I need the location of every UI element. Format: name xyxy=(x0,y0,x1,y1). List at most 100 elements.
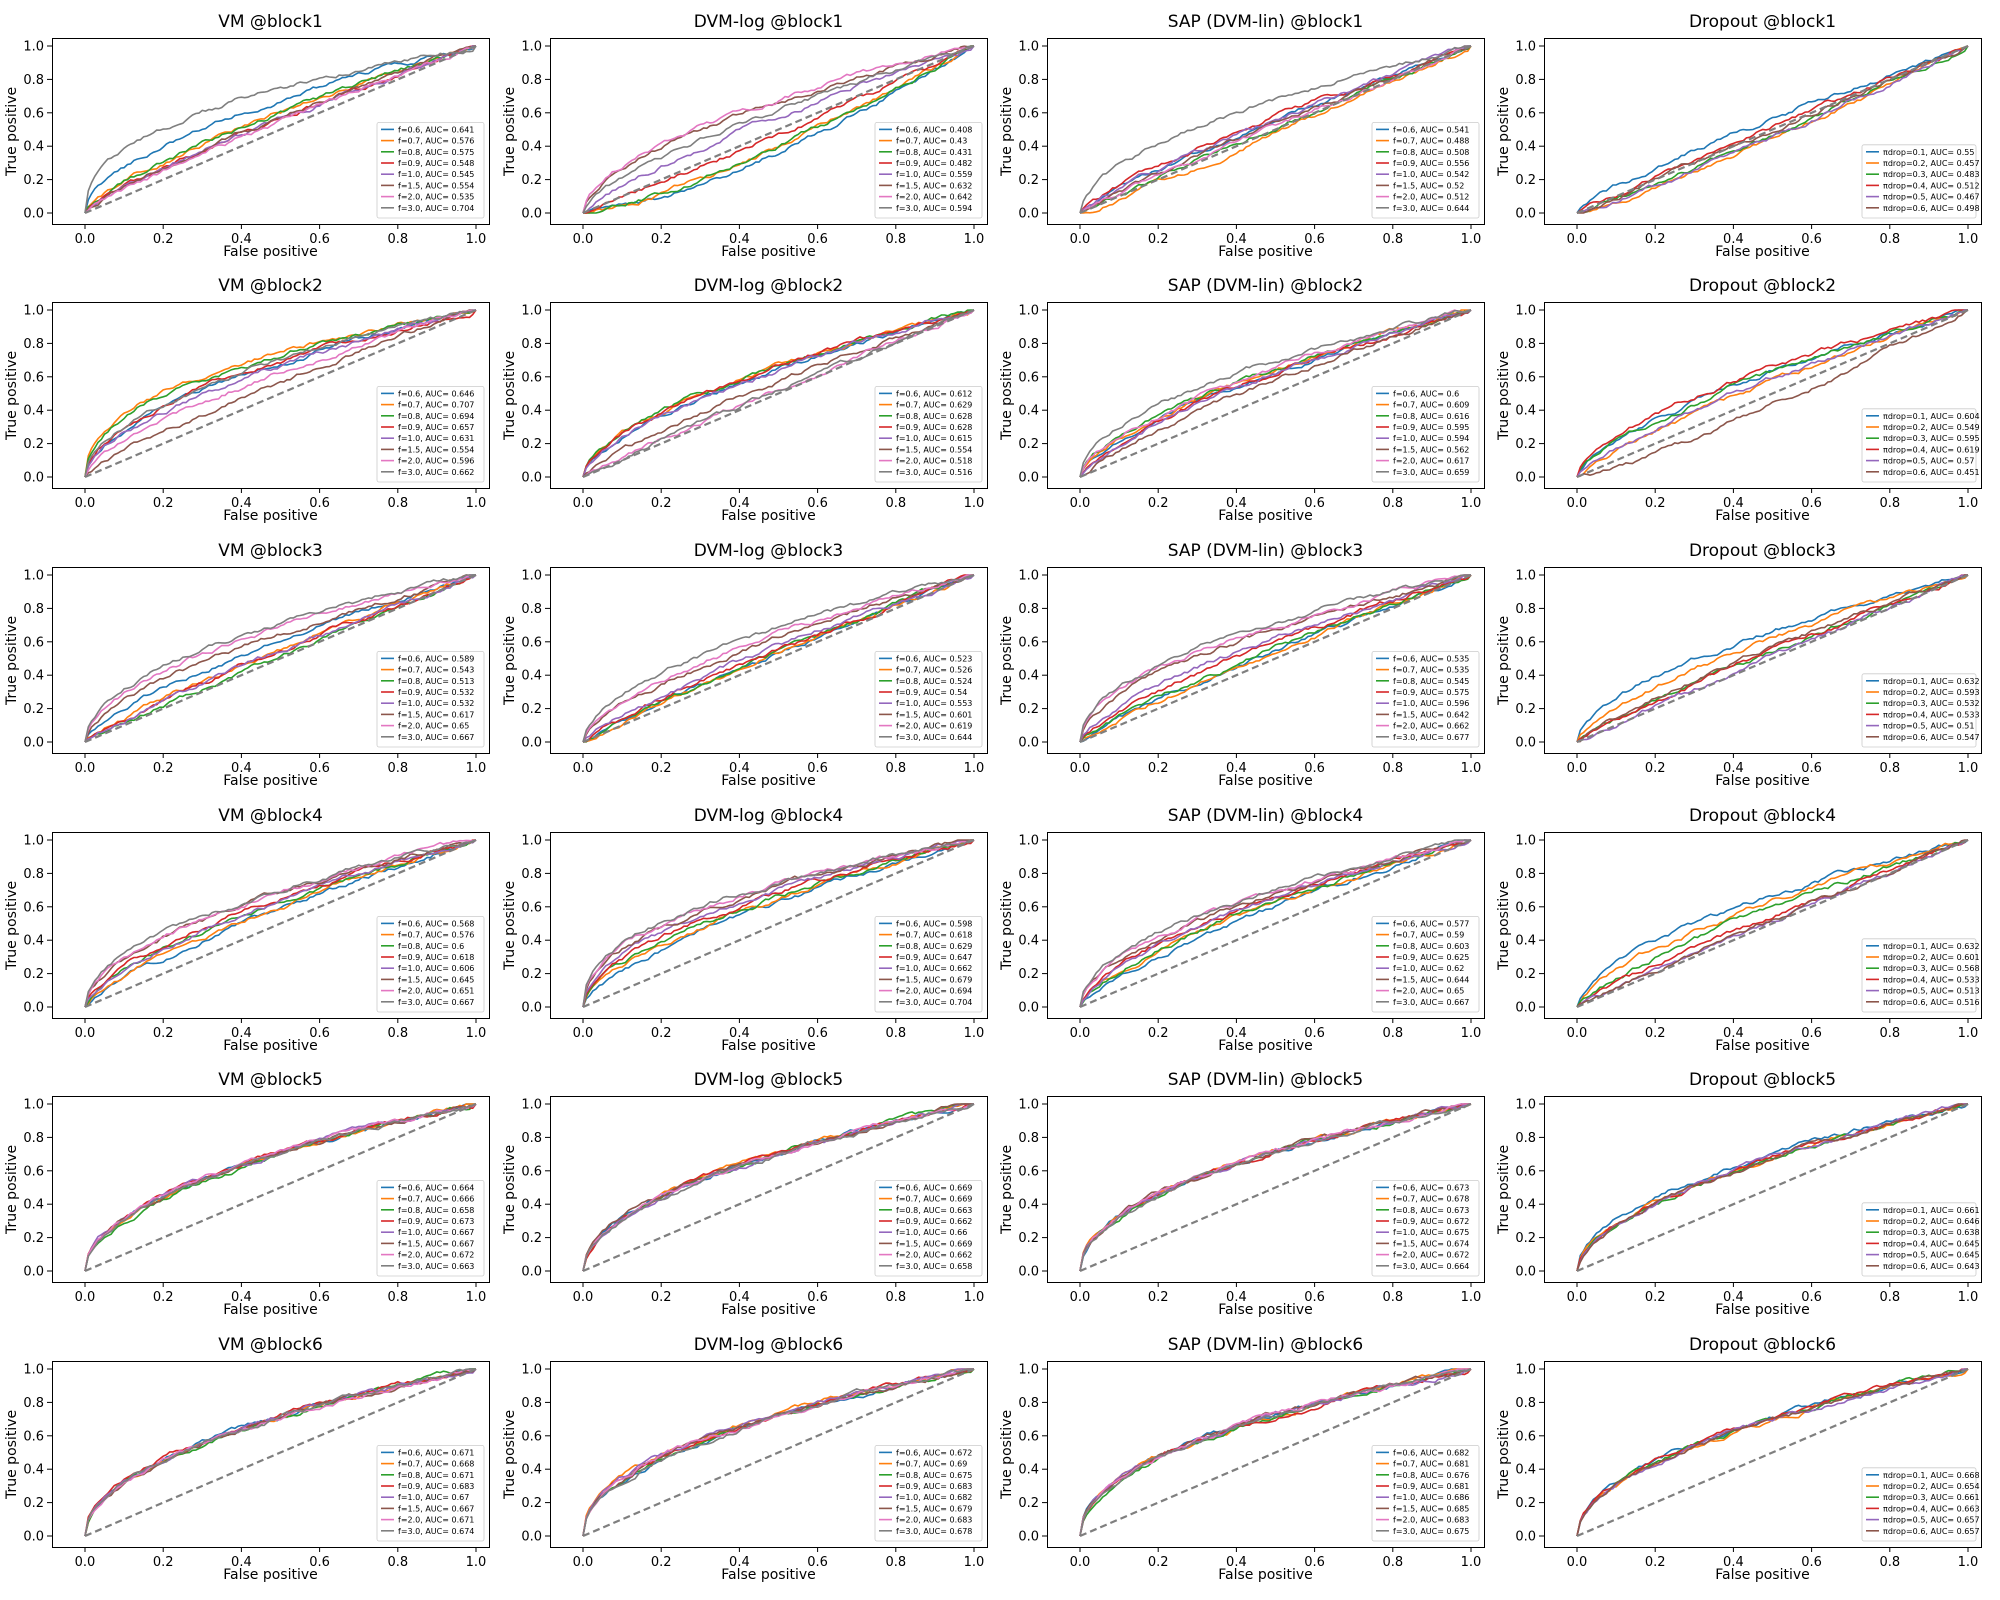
legend-label: f=0.6, AUC= 0.671 xyxy=(398,1448,474,1457)
axes-frame xyxy=(52,567,490,754)
legend-label: f=0.8, AUC= 0.658 xyxy=(398,1206,474,1215)
roc-curve xyxy=(1079,1103,1471,1272)
legend-box xyxy=(874,916,983,1013)
x-tick-label: 0.0 xyxy=(573,496,594,511)
y-tick-label: 0.2 xyxy=(23,1231,44,1246)
y-tick-label: 1.0 xyxy=(23,304,44,319)
roc-curve xyxy=(1079,45,1472,214)
x-tick-label: 0.4 xyxy=(231,1555,252,1570)
legend-label: f=2.0, AUC= 0.642 xyxy=(896,193,972,202)
y-tick-label: 1.0 xyxy=(521,834,542,849)
x-tick-label: 0.6 xyxy=(1801,1555,1822,1570)
legend-label: πdrop=0.4, AUC= 0.512 xyxy=(1883,181,1980,190)
x-tick-label: 1.0 xyxy=(1461,1290,1482,1305)
axes-frame xyxy=(550,38,988,225)
x-axis-label: False positive xyxy=(721,773,816,789)
x-tick-label: 0.2 xyxy=(153,761,174,776)
x-tick-label: 0.4 xyxy=(729,1555,750,1570)
roc-curve xyxy=(84,309,477,478)
x-tick-label: 1.0 xyxy=(466,496,487,511)
y-tick-label: 1.0 xyxy=(1018,1363,1039,1378)
roc-curve xyxy=(1079,309,1472,478)
panel-title: VM @block1 xyxy=(218,12,323,32)
y-tick-label: 0.8 xyxy=(521,602,542,617)
legend-label: f=1.5, AUC= 0.642 xyxy=(1393,710,1469,719)
y-tick-label: 0.2 xyxy=(521,173,542,188)
legend-label: f=1.0, AUC= 0.667 xyxy=(398,1228,474,1237)
x-tick-label: 0.6 xyxy=(807,1290,828,1305)
legend-label: f=2.0, AUC= 0.672 xyxy=(398,1251,474,1260)
x-tick-label: 1.0 xyxy=(964,1555,985,1570)
x-tick-label: 0.4 xyxy=(231,496,252,511)
legend-label: f=0.6, AUC= 0.669 xyxy=(896,1183,972,1192)
y-axis-label: True positive xyxy=(1496,1144,1512,1234)
x-tick-label: 0.6 xyxy=(1801,232,1822,247)
legend-label: f=1.0, AUC= 0.67 xyxy=(398,1493,469,1502)
legend-label: f=3.0, AUC= 0.674 xyxy=(398,1527,474,1536)
x-tick-label: 0.8 xyxy=(387,496,408,511)
y-tick-label: 0.2 xyxy=(521,1231,542,1246)
y-tick-label: 1.0 xyxy=(521,1363,542,1378)
y-tick-label: 0.6 xyxy=(521,635,542,650)
y-axis-label: True positive xyxy=(4,1144,20,1234)
panel-title: SAP (DVM-lin) @block4 xyxy=(1167,806,1364,826)
legend-label: f=0.8, AUC= 0.628 xyxy=(896,412,972,421)
axes-frame xyxy=(1544,38,1982,225)
x-tick-label: 1.0 xyxy=(1958,496,1979,511)
legend-label: f=1.5, AUC= 0.554 xyxy=(896,445,972,454)
y-tick-label: 0.0 xyxy=(521,1001,542,1016)
y-tick-label: 0.8 xyxy=(1018,1396,1039,1411)
panel-title: VM @block4 xyxy=(218,806,323,826)
y-tick-label: 0.8 xyxy=(23,602,44,617)
roc-curve xyxy=(84,45,477,214)
legend-label: f=0.7, AUC= 0.609 xyxy=(1393,401,1469,410)
legend-label: f=0.7, AUC= 0.681 xyxy=(1393,1460,1469,1469)
legend-label: f=0.8, AUC= 0.676 xyxy=(1393,1471,1469,1480)
legend-label: f=1.5, AUC= 0.562 xyxy=(1393,445,1469,454)
roc-curve xyxy=(582,309,975,478)
y-tick-label: 0.4 xyxy=(521,1463,542,1478)
x-tick-label: 0.6 xyxy=(1304,1290,1325,1305)
legend: f=0.6, AUC= 0.598 f=0.7, AUC= 0.618 f=0.8,… xyxy=(874,916,983,1013)
legend-label: f=0.6, AUC= 0.664 xyxy=(398,1183,474,1192)
x-tick-label: 0.4 xyxy=(1226,496,1247,511)
panel-title: VM @block6 xyxy=(218,1335,323,1355)
legend-label: f=1.5, AUC= 0.632 xyxy=(896,181,972,190)
legend-label: πdrop=0.4, AUC= 0.645 xyxy=(1883,1239,1980,1248)
legend-label: f=0.9, AUC= 0.672 xyxy=(1393,1217,1469,1226)
y-tick-label: 0.6 xyxy=(1018,900,1039,915)
legend: f=0.6, AUC= 0.523 f=0.7, AUC= 0.526 f=0.8,… xyxy=(874,651,983,748)
x-tick-label: 0.6 xyxy=(1304,232,1325,247)
legend-label: f=1.5, AUC= 0.679 xyxy=(896,975,972,984)
y-tick-label: 0.8 xyxy=(23,73,44,88)
y-axis-label: True positive xyxy=(4,86,20,176)
legend-label: πdrop=0.4, AUC= 0.663 xyxy=(1883,1504,1980,1513)
legend-label: f=2.0, AUC= 0.662 xyxy=(1393,722,1469,731)
x-tick-label: 0.6 xyxy=(309,496,330,511)
x-tick-label: 0.6 xyxy=(1801,761,1822,776)
roc-plot: 0.0 0.0 0.2 0.2 0.4 0.4 0.6 0.6 0.8 0.8 1.0 1.0 f=0.… xyxy=(23,567,490,776)
legend-label: f=0.8, AUC= 0.663 xyxy=(896,1206,972,1215)
x-tick-label: 0.0 xyxy=(1567,761,1588,776)
x-tick-label: 0.4 xyxy=(729,1026,750,1041)
roc-curve xyxy=(1576,1103,1969,1272)
roc-curve xyxy=(1576,1103,1968,1272)
x-tick-label: 0.4 xyxy=(729,232,750,247)
x-axis-label: False positive xyxy=(223,508,318,524)
y-tick-label: 0.8 xyxy=(1515,867,1536,882)
y-axis-label: True positive xyxy=(1496,86,1512,176)
roc-plot: 0.0 0.0 0.2 0.2 0.4 0.4 0.6 0.6 0.8 0.8 1.0 1.0 f=0.… xyxy=(1018,38,1485,247)
legend-box xyxy=(874,386,983,483)
x-tick-label: 0.4 xyxy=(1723,1026,1744,1041)
legend-label: f=0.8, AUC= 0.673 xyxy=(1393,1206,1469,1215)
chance-diagonal xyxy=(582,573,975,744)
x-tick-label: 0.8 xyxy=(1382,232,1403,247)
y-tick-label: 0.8 xyxy=(1515,73,1536,88)
legend-label: f=0.8, AUC= 0.629 xyxy=(896,942,972,951)
legend-label: f=0.6, AUC= 0.589 xyxy=(398,654,474,663)
x-axis-label: False positive xyxy=(223,1038,318,1054)
y-tick-label: 0.0 xyxy=(1018,207,1039,222)
y-tick-label: 0.8 xyxy=(1018,602,1039,617)
legend-label: f=1.0, AUC= 0.662 xyxy=(896,964,972,973)
legend-label: πdrop=0.3, AUC= 0.661 xyxy=(1883,1493,1980,1502)
